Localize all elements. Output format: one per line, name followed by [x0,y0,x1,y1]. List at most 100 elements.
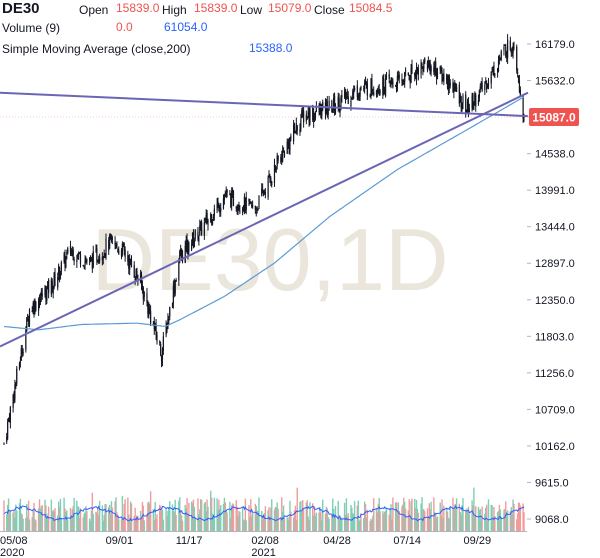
volume-bar [45,505,47,531]
candle-body [149,308,151,313]
candle-body [166,323,168,332]
candle-body [78,253,80,255]
volume-bar [25,517,27,531]
symbol-title[interactable]: DE30 [2,0,40,17]
volume-bar [441,499,443,531]
volume-bar [146,513,148,531]
candle-body [212,217,215,219]
candle-body [490,71,492,84]
volume-bar [39,509,42,531]
candle-body [231,190,234,193]
volume-bar [111,507,114,531]
candle-body [256,208,258,210]
candle-body [343,90,346,98]
volume-bar [382,511,384,531]
volume-bar [153,520,155,531]
volume-bar [263,513,266,531]
candle-body [280,156,282,163]
candle-body [254,205,256,210]
candle-body [486,86,489,88]
volume-bar [352,513,354,531]
volume-bar [497,511,500,531]
candle-body [409,79,411,83]
volume-bar [173,511,175,531]
candle-body [14,384,16,399]
volume-bar [86,510,88,531]
candle-body [340,97,342,110]
candle-body [83,265,85,267]
volume-bar [454,503,457,531]
candle-body [199,225,201,236]
volume-bar [486,520,489,531]
candle-body [487,83,490,86]
volume-bar [203,503,206,531]
volume-bar [353,513,355,531]
volume-bar [512,499,514,531]
volume-bar [47,516,49,531]
volume-bar [71,509,74,531]
volume-bar [217,509,219,531]
volume-bar [167,510,169,531]
trendline-resistance[interactable] [0,91,529,118]
volume-bar [326,508,328,531]
candle-body [239,210,241,212]
candle-body [45,288,47,300]
candle-body [359,89,361,97]
candle-body [484,84,486,90]
candle-body [191,232,194,242]
volume-bar [79,508,82,531]
candle-body [110,236,113,241]
candle-body [435,61,437,75]
candle-body [18,363,21,370]
volume-bar [102,520,104,531]
price-tick-label: 9068.0 [535,514,569,526]
volume-bar [192,499,195,531]
volume-bar [63,497,65,531]
candles [3,34,525,446]
candle-body [371,79,373,93]
volume-bar [283,518,286,531]
candle-body [39,298,42,303]
volume-bar [500,517,502,531]
volume-bar [351,507,353,531]
candle-body [455,82,457,92]
volume-bar [204,501,206,531]
volume-bar [523,512,525,531]
volume-bar [184,504,186,531]
candle-body [375,90,378,96]
volume-bar [197,498,199,531]
candle-body [443,73,445,81]
volume-bar [256,510,258,531]
volume-bar [96,512,98,531]
trendline-support[interactable] [0,91,529,348]
candle-body [241,208,244,212]
candle-body [117,249,119,252]
candle-body [53,274,55,289]
candle-body [364,82,366,89]
candle-body [86,259,88,262]
volume-bar [210,490,212,531]
candle-body [78,252,81,254]
candle-body [352,90,354,98]
volume-bar [276,502,278,531]
price-axis[interactable]: 16179.0 15632.0 15087.0 14538.0 13991.0 13444… [527,39,575,526]
candle-body [118,250,120,254]
high-label: High [162,3,187,17]
volume-bar [445,508,448,531]
sma-label[interactable]: Simple Moving Average (close,200) [2,42,191,56]
volume-label[interactable]: Volume (9) [2,21,61,35]
candle-body [129,258,131,270]
volume-bar [487,499,490,531]
volume-bar [65,511,67,531]
time-tick-year: 2020 [0,547,24,558]
volume-bar [428,503,430,531]
candle-body [327,111,329,115]
candle-body [504,44,506,46]
volume-bar [212,516,215,531]
candle-body [116,243,118,248]
candle-body [445,76,448,81]
candle-body [188,242,190,252]
candle-body [452,82,454,93]
